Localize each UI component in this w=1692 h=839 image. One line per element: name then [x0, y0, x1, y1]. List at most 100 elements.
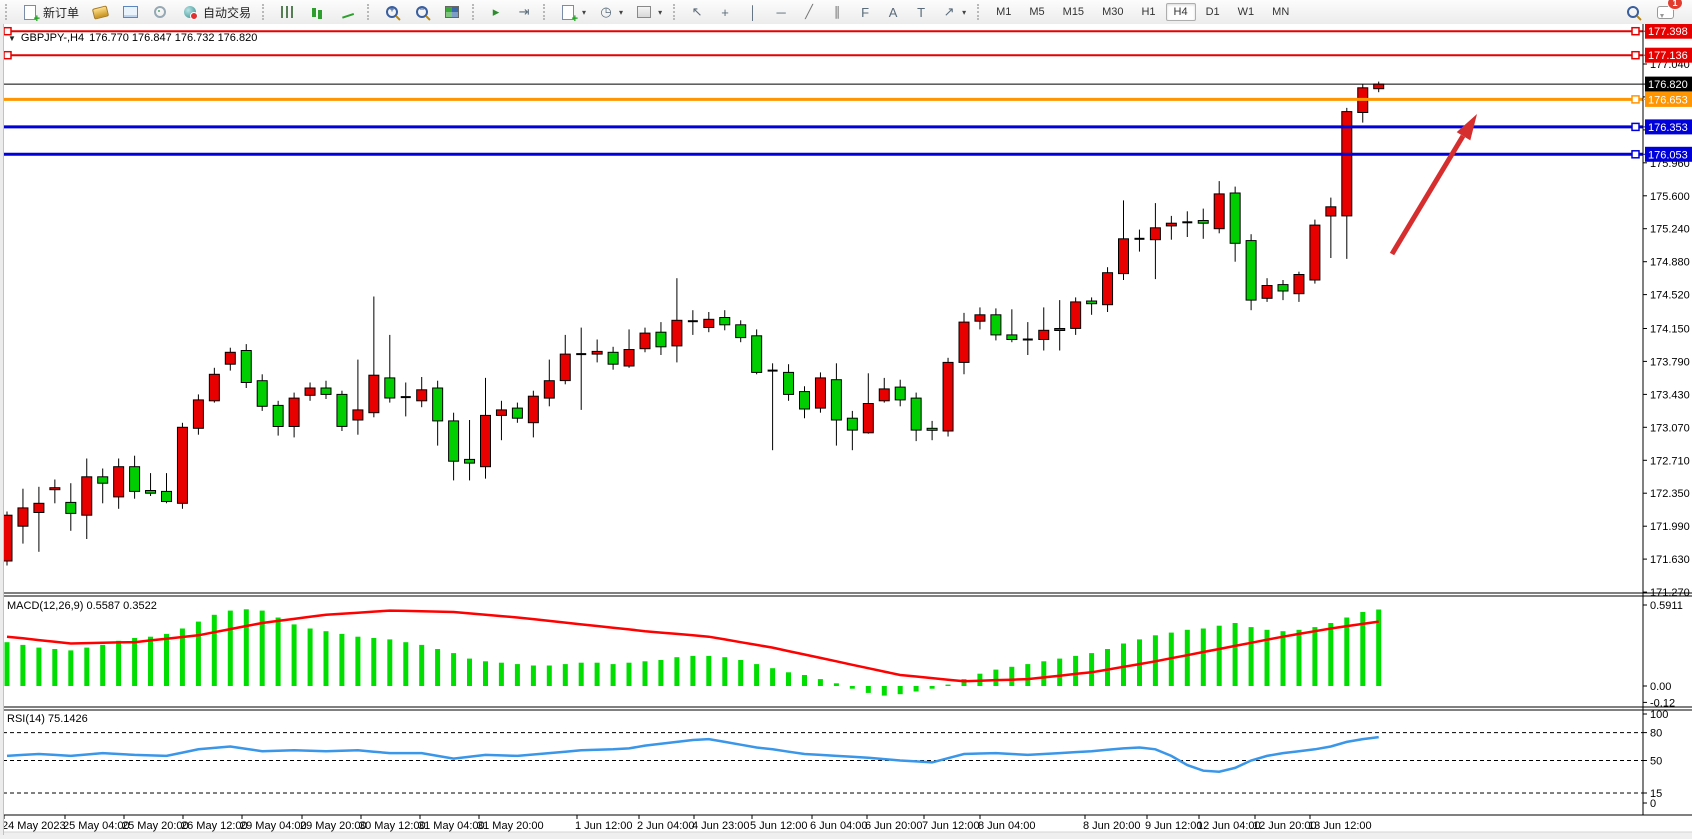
signals-button[interactable]: [145, 0, 175, 24]
timeframe-m5-button[interactable]: M5: [1029, 6, 1045, 18]
text-button[interactable]: A: [879, 0, 907, 24]
fibonacci-button[interactable]: F: [851, 0, 879, 24]
timeframe-m1-button[interactable]: M1: [996, 6, 1012, 18]
svg-text:13 Jun 12:00: 13 Jun 12:00: [1308, 820, 1372, 832]
equidistant-channel-icon: ∥: [833, 4, 841, 19]
panel-frame: [0, 24, 1692, 839]
chart-shift-icon: ⇥: [518, 4, 530, 19]
svg-text:0: 0: [1650, 798, 1656, 810]
equidistant-channel-button[interactable]: ∥: [823, 0, 851, 24]
svg-text:50: 50: [1650, 756, 1662, 768]
toolbar-group-chart-type: + − ▸ ⇥ ▾ ◷▾ ▾: [257, 0, 668, 25]
timeframe-mn-button[interactable]: MN: [1272, 6, 1290, 18]
svg-text:173.790: 173.790: [1650, 356, 1690, 368]
zoom-in-icon: +: [383, 3, 401, 21]
timeframe-h1-button[interactable]: H1: [1141, 6, 1156, 18]
periods-button[interactable]: ◷ ▾: [592, 0, 629, 24]
svg-text:173.430: 173.430: [1650, 389, 1690, 401]
arrows-tool-icon: ↗: [943, 4, 955, 19]
chart-shift-button[interactable]: ⇥: [510, 0, 538, 24]
line-chart-icon: [338, 3, 356, 21]
new-order-icon: [21, 3, 40, 25]
indicators-icon: [559, 3, 578, 25]
toolbar-grip[interactable]: [673, 4, 680, 20]
toolbar-grip[interactable]: [977, 4, 984, 20]
symbol-dropdown-icon[interactable]: ▼: [8, 33, 16, 43]
signal-icon: [151, 3, 169, 21]
svg-text:31 May 20:00: 31 May 20:00: [477, 820, 544, 832]
auto-scroll-button[interactable]: ▸: [482, 0, 510, 24]
toolbar-grip[interactable]: [543, 4, 550, 20]
toolbar-grip[interactable]: [5, 4, 12, 20]
svg-text:175.240: 175.240: [1650, 224, 1690, 236]
vertical-line-button[interactable]: │: [739, 0, 767, 24]
svg-text:172.350: 172.350: [1650, 488, 1690, 500]
tile-windows-button[interactable]: [437, 0, 467, 24]
horizontal-line-button[interactable]: ─: [767, 0, 795, 24]
svg-text:175.600: 175.600: [1650, 191, 1690, 203]
notifications-button[interactable]: 1: [1656, 0, 1683, 21]
fibonacci-icon: F: [861, 4, 870, 20]
timeframe-m15-button[interactable]: M15: [1062, 6, 1085, 18]
new-order-button[interactable]: 新订单: [15, 0, 85, 25]
svg-text:8 Jun 20:00: 8 Jun 20:00: [1083, 820, 1141, 832]
svg-text:0.5911: 0.5911: [1650, 600, 1683, 612]
svg-text:30 May 12:00: 30 May 12:00: [359, 820, 426, 832]
crosshair-button[interactable]: +: [711, 0, 739, 24]
candlestick-button[interactable]: [302, 0, 332, 24]
svg-text:80: 80: [1650, 728, 1662, 740]
chart-window[interactable]: ▼ GBPJPY-,H4 176.770 176.847 176.732 176…: [0, 24, 1692, 839]
svg-text:172.710: 172.710: [1650, 455, 1690, 467]
autotrade-icon: [181, 3, 199, 21]
text-label-button[interactable]: T: [907, 0, 935, 24]
new-chart-button[interactable]: [115, 0, 145, 24]
arrows-tool-button[interactable]: ↗ ▾: [935, 0, 972, 24]
svg-text:24 May 2023: 24 May 2023: [2, 820, 66, 832]
zoom-out-button[interactable]: −: [407, 0, 437, 24]
svg-text:173.070: 173.070: [1650, 422, 1690, 434]
autotrade-label: 自动交易: [203, 5, 252, 20]
bar-chart-icon: [278, 3, 296, 21]
profiles-button[interactable]: [85, 0, 115, 24]
bar-chart-button[interactable]: [272, 0, 302, 24]
toolbar-group-main: 新订单 自动交易: [0, 0, 257, 25]
search-button[interactable]: [1624, 3, 1642, 21]
toolbar-grip[interactable]: [262, 4, 269, 20]
svg-text:7 Jun 12:00: 7 Jun 12:00: [922, 820, 980, 832]
timeframe-w1-button[interactable]: W1: [1237, 6, 1255, 18]
templates-button[interactable]: ▾: [629, 0, 668, 24]
toolbar-grip[interactable]: [472, 4, 479, 20]
svg-text:177.398: 177.398: [1648, 26, 1688, 38]
svg-text:171.990: 171.990: [1650, 521, 1690, 533]
timeframe-d1-button[interactable]: D1: [1205, 6, 1220, 18]
zoom-in-button[interactable]: +: [377, 0, 407, 24]
svg-text:12 Jun 20:00: 12 Jun 20:00: [1253, 820, 1317, 832]
new-order-label: 新订单: [43, 5, 80, 20]
svg-text:176.053: 176.053: [1648, 149, 1688, 161]
line-chart-button[interactable]: [332, 0, 362, 24]
svg-text:25 May 04:00: 25 May 04:00: [63, 820, 130, 832]
zoom-out-icon: −: [413, 3, 431, 21]
trendline-button[interactable]: ╱: [795, 0, 823, 24]
cursor-button[interactable]: ↖: [683, 0, 711, 24]
svg-text:31 May 04:00: 31 May 04:00: [418, 820, 485, 832]
svg-text:29 May 04:00: 29 May 04:00: [240, 820, 307, 832]
price-axis: 177.040176.680176.320175.960175.600175.2…: [1643, 24, 1692, 599]
timeframe-m30-button[interactable]: M30: [1102, 6, 1124, 18]
svg-text:-0.12: -0.12: [1650, 697, 1675, 709]
timeframe-h4-button[interactable]: H4: [1165, 3, 1196, 21]
svg-text:5 Jun 12:00: 5 Jun 12:00: [750, 820, 808, 832]
svg-text:25 May 20:00: 25 May 20:00: [122, 820, 189, 832]
autotrade-button[interactable]: 自动交易: [175, 0, 257, 24]
toolbar-grip[interactable]: [367, 4, 374, 20]
svg-text:1 Jun 12:00: 1 Jun 12:00: [575, 820, 633, 832]
svg-text:171.630: 171.630: [1650, 554, 1690, 566]
svg-text:6 Jun 20:00: 6 Jun 20:00: [865, 820, 923, 832]
svg-text:12 Jun 04:00: 12 Jun 04:00: [1197, 820, 1261, 832]
rsi-indicator-label: RSI(14) 75.1426: [7, 713, 88, 725]
new-chart-icon: [121, 3, 139, 21]
toolbar: 新订单 自动交易 + − ▸ ⇥ ▾ ◷▾ ▾: [0, 0, 1692, 25]
svg-text:174.880: 174.880: [1650, 257, 1690, 269]
notification-badge: 1: [1667, 0, 1683, 10]
indicators-button[interactable]: ▾: [553, 0, 592, 25]
